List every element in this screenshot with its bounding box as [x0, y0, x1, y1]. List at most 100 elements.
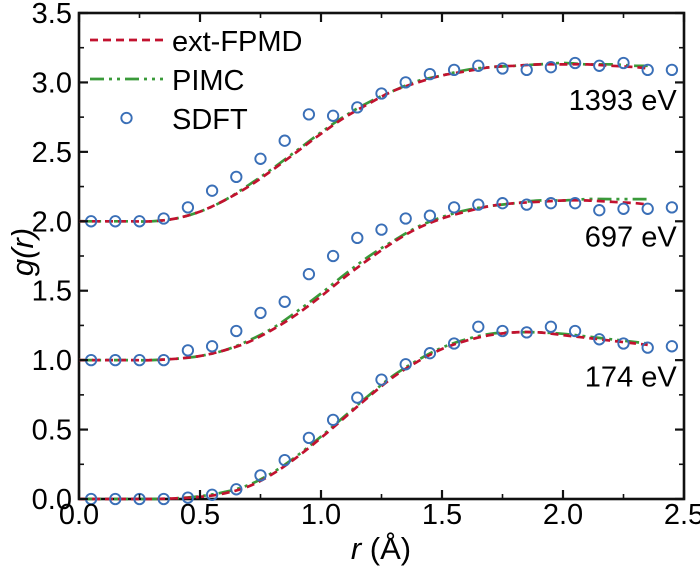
- sdft-point: [109, 353, 122, 367]
- sdft-point: [109, 492, 122, 506]
- sdft-point: [302, 108, 316, 121]
- sdft-point: [593, 59, 606, 72]
- sdft-point: [205, 184, 219, 197]
- sdft-point: [351, 101, 364, 114]
- sdft-point: [254, 152, 267, 165]
- sdft-point: [641, 63, 654, 77]
- sdft-point: [472, 59, 485, 72]
- ext-fpmd-curve-1393-ev: [78, 62, 648, 223]
- sdft-point: [544, 61, 558, 74]
- y-axis-title: g(r): [5, 228, 40, 276]
- sdft-point: [302, 267, 316, 281]
- x-tick-label: 0.5: [180, 499, 220, 531]
- sdft-point: [375, 223, 388, 236]
- sdft-point: [520, 326, 533, 339]
- sdft-point: [205, 340, 219, 353]
- sdft-point: [133, 353, 146, 367]
- sdft-point: [109, 215, 122, 228]
- ext-fpmd-curve-697-ev: [78, 198, 648, 362]
- sdft-point: [593, 333, 606, 346]
- sdft-point: [278, 295, 291, 308]
- sdft-point: [157, 492, 170, 506]
- x-axis-title-symbol: r: [351, 531, 363, 566]
- x-axis-title-unit: (Å): [361, 531, 411, 566]
- sdft-point: [617, 56, 630, 70]
- sdft-point: [157, 353, 170, 367]
- sdft-point: [205, 488, 219, 501]
- sdft-point: [544, 320, 558, 333]
- series-annotations: 174 eV 697 eV 1393 eV: [569, 85, 678, 393]
- sdft-point: [568, 197, 582, 210]
- sdft-point: [641, 341, 654, 354]
- sdft-point: [399, 358, 412, 371]
- x-axis-title: r (Å): [351, 531, 411, 566]
- ext-fpmd-curve-174-ev: [79, 330, 648, 501]
- sdft-point: [447, 337, 461, 350]
- sdft-point: [399, 76, 412, 89]
- x-tick-label: 0.0: [59, 499, 99, 531]
- sdft-point: [181, 491, 195, 504]
- legend-label-pimc: PIMC: [172, 65, 245, 97]
- sdft-point: [375, 87, 388, 100]
- x-tick-label: 1.5: [422, 499, 462, 531]
- series-annotation-697-ev: 697 eV: [585, 221, 678, 253]
- y-tick-label: 1.0: [32, 345, 72, 377]
- sdft-point: [157, 212, 170, 225]
- sdft-point: [230, 483, 243, 496]
- sdft-point: [520, 198, 533, 211]
- sdft-point: [399, 212, 412, 225]
- legend-label-sdft: SDFT: [172, 104, 248, 136]
- sdft-point: [617, 202, 630, 215]
- sdft-point: [665, 340, 679, 353]
- pimc-curve-1393-ev: [78, 61, 648, 223]
- sdft-point: [181, 344, 195, 357]
- sdft-point: [254, 306, 267, 320]
- sdft-point: [351, 391, 364, 404]
- sdft-point: [133, 215, 146, 228]
- sdft-point: [326, 249, 340, 263]
- sdft-point: [278, 134, 291, 147]
- sdft-point: [447, 201, 461, 214]
- sdft-point: [593, 204, 606, 217]
- axis-tick-labels: 0.0 0.5 1.0 1.5 2.0 2.5 0.0 0.5 1.0 1.5 2.0 2.5 3.0 3…: [32, 0, 700, 531]
- sdft-point: [496, 62, 509, 75]
- sdft-point: [472, 320, 485, 333]
- sdft-point: [472, 198, 485, 211]
- series-annotation-1393-ev: 1393 eV: [569, 85, 678, 117]
- sdft-point: [302, 431, 316, 445]
- sdft-point: [544, 197, 558, 210]
- legend: ext-FPMD PIMC SDFT: [90, 26, 303, 136]
- sdft-point: [423, 347, 437, 360]
- sdft-point: [568, 324, 582, 338]
- sdft-point: [496, 197, 509, 210]
- sdft-point: [447, 63, 461, 77]
- sdft-point: [230, 170, 243, 184]
- y-tick-label: 0.0: [32, 484, 72, 516]
- sdft-point: [665, 201, 679, 214]
- legend-sdft-circle-icon: [120, 111, 133, 125]
- pimc-curve-174-ev: [79, 330, 648, 501]
- sdft-point: [423, 67, 437, 81]
- sdft-point: [351, 231, 364, 245]
- x-tick-label: 2.0: [543, 499, 583, 531]
- sdft-point: [665, 63, 679, 77]
- y-tick-label: 2.5: [32, 137, 72, 169]
- curves: [78, 56, 679, 506]
- y-tick-label: 3.0: [32, 67, 72, 99]
- sdft-point: [326, 109, 340, 122]
- sdft-point: [254, 469, 267, 482]
- axis-ticks: [77, 11, 686, 501]
- y-tick-label: 0.5: [32, 415, 72, 447]
- sdft-point: [617, 337, 630, 350]
- series-annotation-174-ev: 174 eV: [585, 362, 678, 394]
- sdft-point: [423, 209, 437, 222]
- sdft-point: [181, 201, 195, 214]
- y-tick-label: 2.0: [32, 206, 72, 238]
- sdft-point: [375, 373, 388, 386]
- sdft-point: [230, 324, 243, 338]
- y-tick-label: 3.5: [32, 0, 72, 30]
- x-tick-label: 1.0: [301, 499, 341, 531]
- sdft-point: [641, 202, 654, 215]
